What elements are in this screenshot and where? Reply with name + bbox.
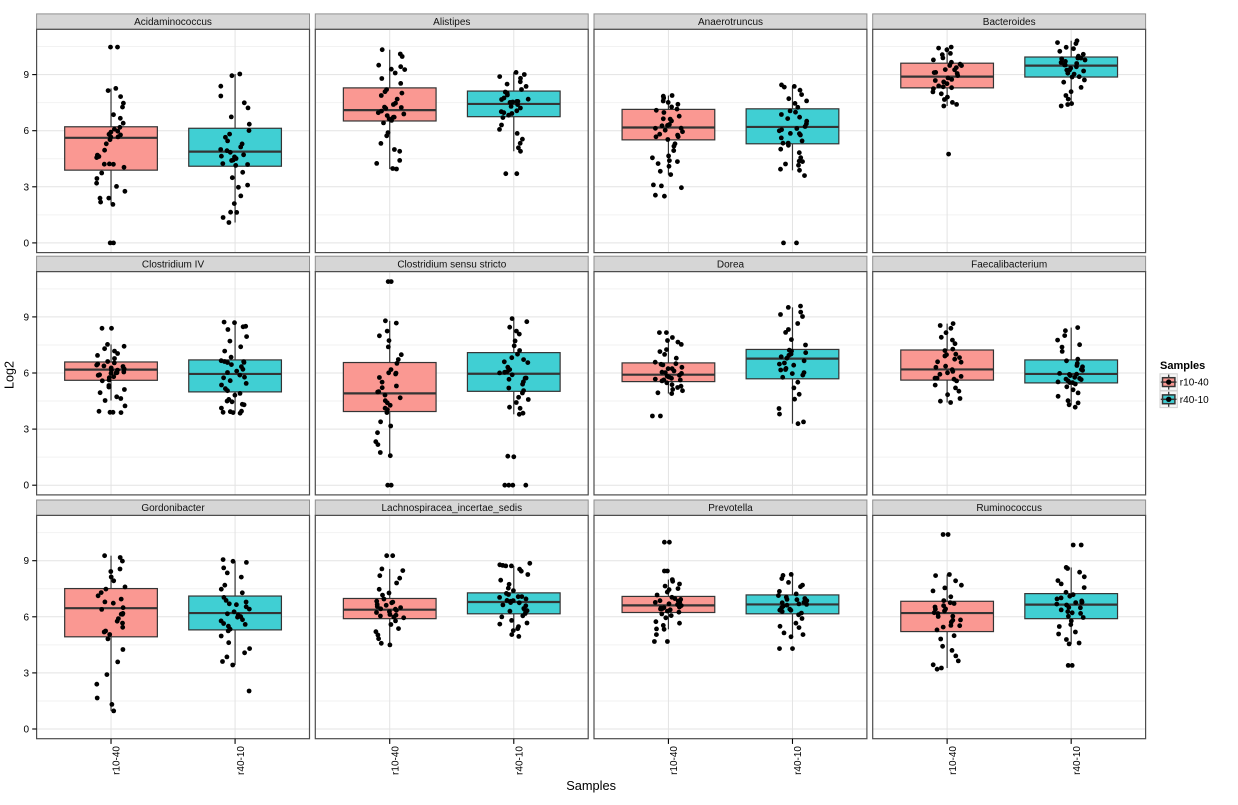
svg-text:0: 0 xyxy=(23,238,29,249)
svg-text:3: 3 xyxy=(23,668,29,679)
svg-text:0: 0 xyxy=(23,725,29,736)
svg-text:Lachnospiracea_incertae_sedis: Lachnospiracea_incertae_sedis xyxy=(381,503,522,514)
svg-text:r40-10: r40-10 xyxy=(793,746,804,775)
svg-text:r10-40: r10-40 xyxy=(1180,378,1209,389)
svg-text:6: 6 xyxy=(23,369,29,380)
svg-text:Gordonibacter: Gordonibacter xyxy=(141,503,205,514)
svg-text:3: 3 xyxy=(23,182,29,193)
svg-text:Alistipes: Alistipes xyxy=(433,17,470,28)
svg-text:6: 6 xyxy=(23,126,29,137)
svg-text:r40-10: r40-10 xyxy=(236,746,247,775)
svg-text:Samples: Samples xyxy=(566,778,616,793)
svg-text:9: 9 xyxy=(23,70,29,81)
svg-text:9: 9 xyxy=(23,312,29,323)
svg-text:Anaerotruncus: Anaerotruncus xyxy=(698,17,763,28)
svg-text:Samples: Samples xyxy=(1160,360,1205,372)
svg-text:Bacteroides: Bacteroides xyxy=(983,17,1036,28)
svg-text:r10-40: r10-40 xyxy=(112,746,123,775)
svg-text:r40-10: r40-10 xyxy=(1072,746,1083,775)
svg-text:Faecalibacterium: Faecalibacterium xyxy=(971,259,1047,270)
svg-text:0: 0 xyxy=(23,481,29,492)
svg-text:9: 9 xyxy=(23,556,29,567)
svg-text:3: 3 xyxy=(23,425,29,436)
svg-text:6: 6 xyxy=(23,612,29,623)
svg-text:Ruminococcus: Ruminococcus xyxy=(976,503,1042,514)
svg-text:Clostridium IV: Clostridium IV xyxy=(142,259,205,270)
svg-text:r40-10: r40-10 xyxy=(1180,395,1209,406)
svg-text:Prevotella: Prevotella xyxy=(708,503,753,514)
svg-text:Dorea: Dorea xyxy=(717,259,745,270)
svg-text:r10-40: r10-40 xyxy=(948,746,959,775)
svg-text:r40-10: r40-10 xyxy=(514,746,525,775)
svg-text:Acidaminococcus: Acidaminococcus xyxy=(134,17,212,28)
svg-text:Log2: Log2 xyxy=(3,361,17,389)
svg-text:r10-40: r10-40 xyxy=(669,746,680,775)
svg-text:r10-40: r10-40 xyxy=(390,746,401,775)
svg-text:Clostridium sensu stricto: Clostridium sensu stricto xyxy=(397,259,506,270)
